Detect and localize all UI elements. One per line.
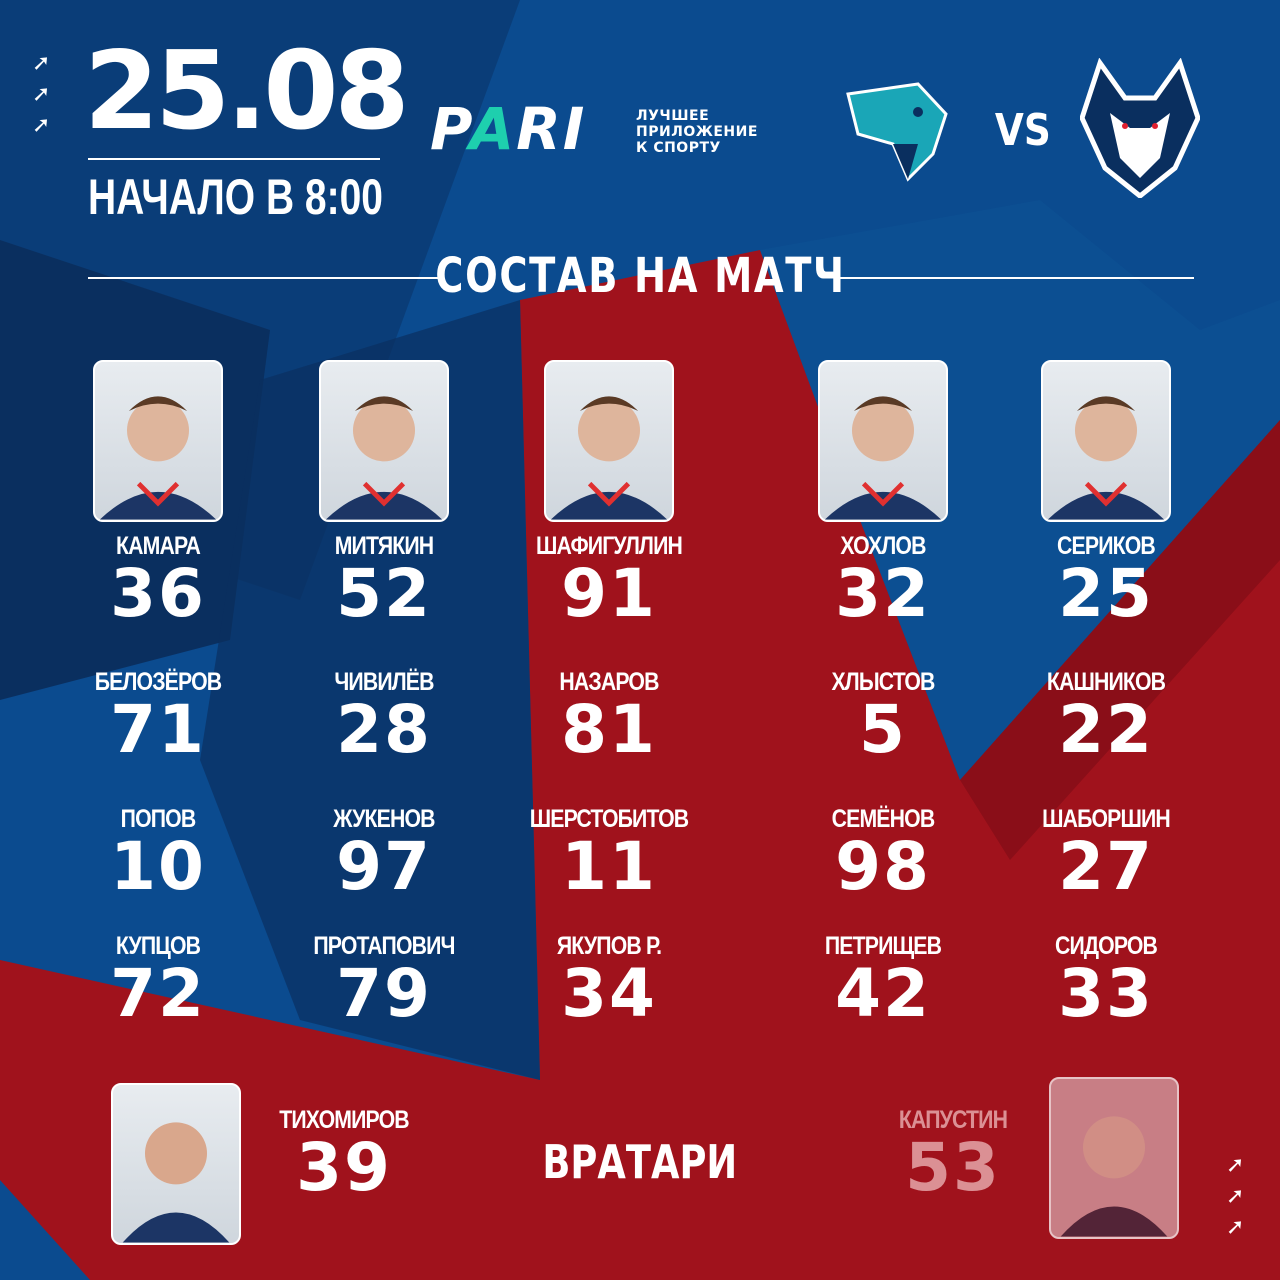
player-number: 39 xyxy=(296,1129,392,1206)
player-number: 72 xyxy=(110,955,206,1032)
player-number: 71 xyxy=(110,691,206,768)
player-number: 28 xyxy=(336,691,432,768)
player-card: ХЛЫСТОВ 5 xyxy=(773,668,993,763)
snow-leopard-logo-icon xyxy=(846,82,948,182)
sponsor-logo: PARI xyxy=(430,95,587,163)
player-number: 36 xyxy=(110,555,206,632)
player-name: ПОПОВ xyxy=(120,805,197,833)
player-name: ХЛЫСТОВ xyxy=(831,668,935,696)
player-card: ЧИВИЛЁВ 28 xyxy=(274,668,494,763)
player-photo xyxy=(544,360,674,522)
goalie-photo xyxy=(111,1083,241,1245)
player-photo xyxy=(818,360,948,522)
player-card: БЕЛОЗЁРОВ 71 xyxy=(48,668,268,763)
player-card: ПРОТАПОВИЧ 79 xyxy=(274,932,494,1027)
player-number: 22 xyxy=(1058,691,1154,768)
player-name: БЕЛОЗЁРОВ xyxy=(94,668,222,696)
arrows-decoration-bottom: ➚ ➚ ➚ xyxy=(1226,1153,1245,1240)
divider xyxy=(88,158,380,160)
player-name: ШАБОРШИН xyxy=(1042,805,1171,833)
player-card: ШАБОРШИН 27 xyxy=(996,805,1216,900)
player-number: 11 xyxy=(561,828,657,905)
goalie-1: ТИХОМИРОВ 39 xyxy=(234,1106,454,1201)
goalie-photo xyxy=(1049,1077,1179,1239)
player-card: ЖУКЕНОВ 97 xyxy=(274,805,494,900)
player-number: 98 xyxy=(835,828,931,905)
goalies-title: ВРАТАРИ xyxy=(542,1135,738,1189)
player-photo xyxy=(93,360,223,522)
player-name: ТИХОМИРОВ xyxy=(279,1106,409,1134)
player-card: МИТЯКИН 52 xyxy=(274,532,494,627)
section-title: СОСТАВ НА МАТЧ xyxy=(434,248,846,304)
goalie-2: КАПУСТИН 53 xyxy=(843,1106,1063,1201)
player-name: КАПУСТИН xyxy=(898,1106,1008,1134)
player-card: КУПЦОВ 72 xyxy=(48,932,268,1027)
player-number: 97 xyxy=(336,828,432,905)
player-card: ШЕРСТОБИТОВ 11 xyxy=(499,805,719,900)
player-name: НАЗАРОВ xyxy=(559,668,659,696)
player-name: СИДОРОВ xyxy=(1054,932,1158,960)
arrows-decoration-top: ➚ ➚ ➚ xyxy=(32,51,51,138)
player-card: ЯКУПОВ Р. 34 xyxy=(499,932,719,1027)
player-card: ПОПОВ 10 xyxy=(48,805,268,900)
player-card: ХОХЛОВ 32 xyxy=(773,532,993,627)
player-number: 33 xyxy=(1058,955,1154,1032)
player-number: 79 xyxy=(336,955,432,1032)
player-number: 32 xyxy=(835,555,931,632)
player-name: КУПЦОВ xyxy=(115,932,201,960)
player-number: 10 xyxy=(110,828,206,905)
player-card: СЕРИКОВ 25 xyxy=(996,532,1216,627)
player-name: ПРОТАПОВИЧ xyxy=(313,932,455,960)
player-name: ЯКУПОВ Р. xyxy=(556,932,662,960)
player-name: МИТЯКИН xyxy=(334,532,434,560)
player-name: ШАФИГУЛЛИН xyxy=(536,532,683,560)
player-number: 52 xyxy=(336,555,432,632)
player-card: НАЗАРОВ 81 xyxy=(499,668,719,763)
player-number: 53 xyxy=(905,1129,1001,1206)
divider xyxy=(838,277,1194,279)
player-card: СЕМЁНОВ 98 xyxy=(773,805,993,900)
player-number: 25 xyxy=(1058,555,1154,632)
match-date: 25.08 xyxy=(84,29,410,154)
divider xyxy=(88,277,444,279)
player-photo xyxy=(1041,360,1171,522)
player-name: ПЕТРИЩЕВ xyxy=(824,932,942,960)
start-time: НАЧАЛО В 8:00 xyxy=(88,169,383,225)
sponsor-tagline: ЛУЧШЕЕ ПРИЛОЖЕНИЕ К СПОРТУ xyxy=(636,108,758,156)
player-name: КАШНИКОВ xyxy=(1046,668,1166,696)
player-name: КАМАРА xyxy=(116,532,201,560)
player-card: ШАФИГУЛЛИН 91 xyxy=(499,532,719,627)
player-name: ШЕРСТОБИТОВ xyxy=(529,805,689,833)
player-name: ХОХЛОВ xyxy=(840,532,926,560)
player-number: 42 xyxy=(835,955,931,1032)
player-number: 5 xyxy=(859,691,907,768)
player-number: 81 xyxy=(561,691,657,768)
player-card: КАШНИКОВ 22 xyxy=(996,668,1216,763)
versus-label: VS xyxy=(994,105,1051,156)
player-number: 34 xyxy=(561,955,657,1032)
player-card: ПЕТРИЩЕВ 42 xyxy=(773,932,993,1027)
player-name: ЖУКЕНОВ xyxy=(333,805,435,833)
player-number: 27 xyxy=(1058,828,1154,905)
player-photo xyxy=(319,360,449,522)
player-name: СЕМЁНОВ xyxy=(831,805,936,833)
player-card: КАМАРА 36 xyxy=(48,532,268,627)
wolf-logo-icon xyxy=(1080,58,1200,198)
player-name: СЕРИКОВ xyxy=(1057,532,1156,560)
player-name: ЧИВИЛЁВ xyxy=(334,668,434,696)
player-number: 91 xyxy=(561,555,657,632)
player-card: СИДОРОВ 33 xyxy=(996,932,1216,1027)
